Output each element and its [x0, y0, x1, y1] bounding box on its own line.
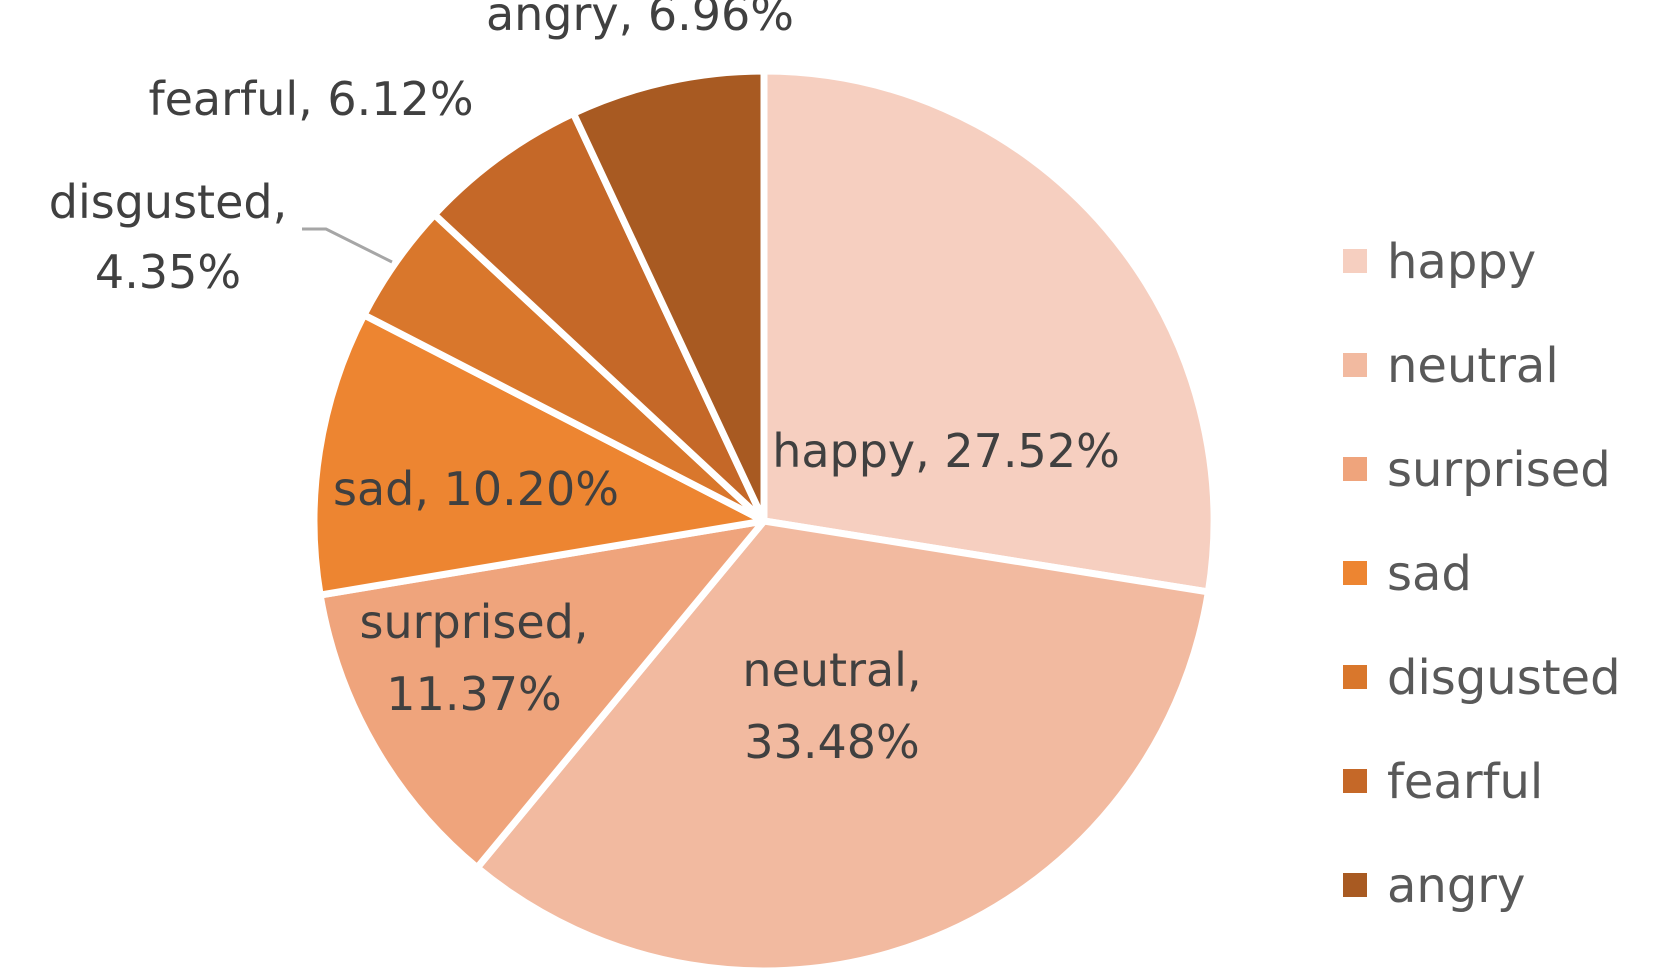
legend-label-sad: sad: [1387, 546, 1472, 602]
legend-label-surprised: surprised: [1387, 442, 1611, 498]
data-label-neutral: neutral, 33.48%: [742, 643, 921, 769]
legend-swatch-happy: [1343, 249, 1367, 273]
legend-item-sad: sad: [1343, 546, 1472, 602]
leader-lines: [302, 227, 393, 264]
data-label-disgusted: disgusted, 4.35%: [49, 175, 287, 299]
legend: happy neutral surprised sad disgusted fearful…: [1343, 234, 1621, 914]
legend-label-disgusted: disgusted: [1387, 650, 1621, 706]
legend-swatch-surprised: [1343, 457, 1367, 481]
legend-item-angry: angry: [1343, 858, 1525, 914]
leader-line-disgusted: [302, 227, 393, 264]
pie-slice-surprised: [316, 517, 768, 872]
legend-swatch-angry: [1343, 873, 1367, 897]
legend-swatch-neutral: [1343, 353, 1367, 377]
data-label-happy: happy, 27.52%: [772, 424, 1120, 478]
legend-swatch-sad: [1343, 561, 1367, 585]
legend-item-happy: happy: [1343, 234, 1536, 290]
pie-slice-angry: [569, 67, 768, 525]
pie-slice-fearful: [430, 109, 768, 525]
data-labels: happy, 27.52% neutral, 33.48% surprised, 11.…: [49, 0, 1120, 769]
legend-label-fearful: fearful: [1387, 754, 1543, 810]
legend-swatch-disgusted: [1343, 665, 1367, 689]
legend-item-disgusted: disgusted: [1343, 650, 1621, 706]
pie-slice-happy: [760, 67, 1218, 596]
legend-label-angry: angry: [1387, 858, 1525, 914]
data-label-surprised: surprised, 11.37%: [359, 595, 588, 721]
legend-item-neutral: neutral: [1343, 338, 1559, 394]
legend-item-surprised: surprised: [1343, 442, 1611, 498]
pie-slice-neutral: [473, 517, 1212, 975]
data-label-angry: angry, 6.96%: [486, 0, 794, 41]
legend-label-happy: happy: [1387, 234, 1536, 290]
pie-slice-sad: [310, 311, 768, 599]
data-label-sad: sad, 10.20%: [333, 462, 619, 516]
legend-swatch-fearful: [1343, 769, 1367, 793]
pie-slices: [310, 67, 1218, 975]
data-label-fearful: fearful, 6.12%: [148, 72, 473, 126]
legend-label-neutral: neutral: [1387, 338, 1559, 394]
legend-item-fearful: fearful: [1343, 754, 1543, 810]
